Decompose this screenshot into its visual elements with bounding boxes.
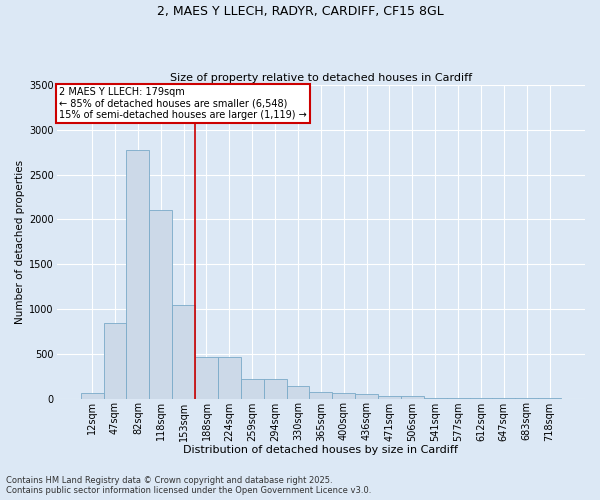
Bar bbox=[401, 396, 424, 398]
Bar bbox=[378, 396, 401, 398]
Bar bbox=[149, 210, 172, 398]
Text: 2 MAES Y LLECH: 179sqm
← 85% of detached houses are smaller (6,548)
15% of semi-: 2 MAES Y LLECH: 179sqm ← 85% of detached… bbox=[59, 86, 307, 120]
Text: Contains HM Land Registry data © Crown copyright and database right 2025.
Contai: Contains HM Land Registry data © Crown c… bbox=[6, 476, 371, 495]
Bar bbox=[127, 150, 149, 398]
Bar bbox=[355, 394, 378, 398]
Bar bbox=[172, 306, 195, 398]
Bar bbox=[332, 393, 355, 398]
Bar bbox=[263, 380, 287, 398]
Y-axis label: Number of detached properties: Number of detached properties bbox=[15, 160, 25, 324]
Text: 2, MAES Y LLECH, RADYR, CARDIFF, CF15 8GL: 2, MAES Y LLECH, RADYR, CARDIFF, CF15 8G… bbox=[157, 5, 443, 18]
Bar bbox=[81, 393, 104, 398]
Bar bbox=[287, 386, 310, 398]
Bar bbox=[241, 380, 263, 398]
Bar bbox=[195, 358, 218, 399]
Bar bbox=[104, 324, 127, 398]
Bar bbox=[218, 358, 241, 399]
Title: Size of property relative to detached houses in Cardiff: Size of property relative to detached ho… bbox=[170, 73, 472, 83]
Bar bbox=[310, 392, 332, 398]
X-axis label: Distribution of detached houses by size in Cardiff: Distribution of detached houses by size … bbox=[184, 445, 458, 455]
